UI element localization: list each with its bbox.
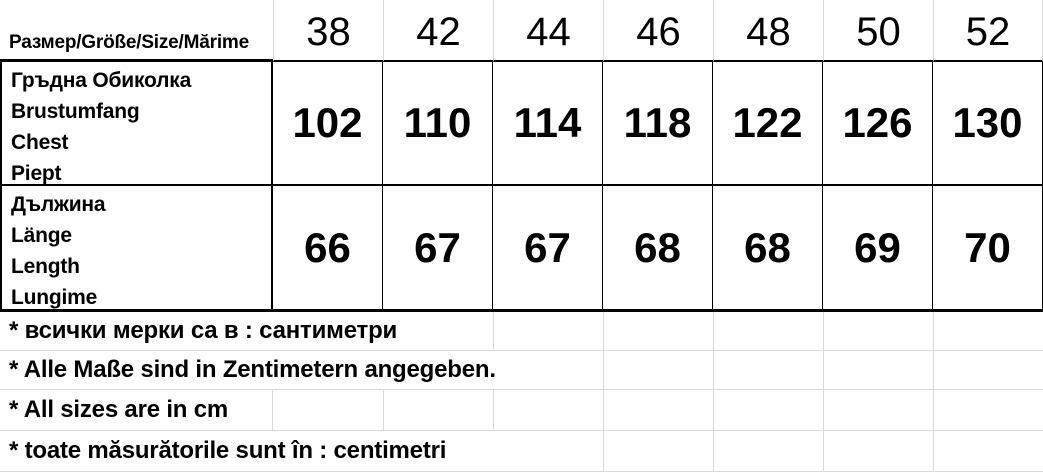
length-value: 67 [524,223,571,271]
size-header-cell: 48 [713,0,823,62]
chest-value: 130 [952,99,1023,146]
gridline [933,312,934,350]
length-value-cell: 69 [823,186,933,309]
chest-value: 110 [403,99,472,146]
chest-label-cell: Гръдна Обиколка Brustumfang Chest Piept [0,62,273,185]
size-header-cell: 50 [823,0,933,62]
length-label-bg: Дължина [11,193,106,216]
gridline [823,351,824,389]
chest-value: 114 [513,99,582,146]
length-value: 68 [634,223,681,271]
size-value: 46 [636,9,681,54]
length-value: 68 [744,223,791,271]
chest-value: 126 [842,99,913,146]
gridline [713,351,714,389]
size-value: 38 [306,9,351,54]
size-header-cell: 42 [383,0,493,62]
length-value-cell: 67 [383,186,493,309]
gridline [933,351,934,389]
length-label-de: Länge [11,224,72,247]
chest-value-cell: 118 [603,62,713,184]
size-header-cell: 44 [493,0,603,62]
row-divider-line [0,184,1043,186]
length-value-cell: 68 [713,186,823,309]
size-header-label-cell: Размер/Größe/Size/Mărime [0,0,273,62]
gridline [603,312,604,350]
length-value-cell: 68 [603,186,713,309]
footnote-text-de: * Alle Maße sind in Zentimetern angegebe… [9,356,496,383]
length-label-en: Length [11,255,80,278]
length-label-cell: Дължина Länge Length Lungime [0,186,273,309]
gridline [713,431,714,471]
gridline [272,390,273,430]
gridline [933,390,934,430]
gridline [383,390,384,430]
footnote-row-en: * All sizes are in cm [0,390,1043,431]
footnote-row-bg: * всички мерки са в : сантиметри [0,312,1043,351]
chest-label-ro: Piept [11,162,62,185]
size-header-label: Размер/Größe/Size/Mărime [9,32,249,53]
length-label-ro: Lungime [11,286,98,309]
gridline [603,390,604,430]
length-value-cell: 70 [933,186,1043,309]
gridline [823,312,824,350]
size-header-cell: 52 [933,0,1043,62]
chest-value-cell: 126 [823,62,933,184]
size-header-cell: 38 [273,0,383,62]
chest-value-cell: 130 [933,62,1043,184]
size-value: 44 [526,9,571,54]
length-value: 69 [854,223,901,271]
size-value: 42 [416,9,461,54]
gridline [713,390,714,430]
size-header-cell: 46 [603,0,713,62]
length-value: 66 [304,223,351,271]
chest-label-en: Chest [11,131,69,154]
footnote-text-bg: * всички мерки са в : сантиметри [9,317,398,344]
footnote-row-ro: * toate măsurătorile sunt în : centimetr… [0,431,1043,472]
gridline [603,351,604,389]
length-value: 67 [414,223,461,271]
chest-value-cell: 114 [493,62,603,184]
gridline [493,312,494,350]
gridline [933,431,934,471]
length-value: 70 [964,223,1011,271]
size-value: 50 [856,9,901,54]
gridline [493,390,494,430]
chest-value-cell: 110 [383,62,493,184]
footnote-row-de: * Alle Maße sind in Zentimetern angegebe… [0,351,1043,390]
chest-value: 122 [732,99,803,146]
gridline [713,312,714,350]
chest-value-cell: 102 [273,62,383,184]
length-value-cell: 67 [493,186,603,309]
gridline [823,390,824,430]
chest-value-cell: 122 [713,62,823,184]
size-value: 48 [746,9,791,54]
gridline [823,431,824,471]
chest-label-de: Brustumfang [11,100,140,123]
chest-value: 102 [292,99,363,146]
chest-label-bg: Гръдна Обиколка [11,69,192,92]
size-value: 52 [965,9,1011,54]
footnote-text-en: * All sizes are in cm [9,396,229,423]
table-bottom-line [0,309,1043,312]
footnote-text-ro: * toate măsurătorile sunt în : centimetr… [9,437,447,464]
length-value-cell: 66 [273,186,383,309]
gridline [603,431,604,471]
chest-value: 118 [623,99,692,146]
